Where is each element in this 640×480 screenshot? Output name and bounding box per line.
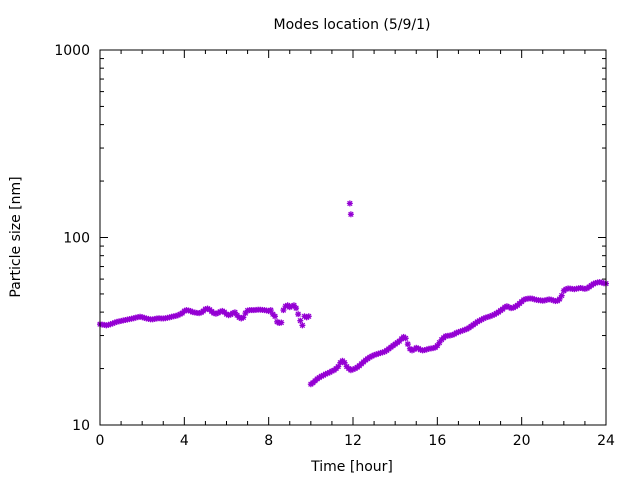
y-tick-label: 10 — [72, 418, 90, 434]
plot-frame — [99, 49, 607, 426]
data-point — [293, 305, 300, 312]
data-points — [97, 200, 609, 388]
x-tick-label: 20 — [513, 433, 531, 449]
data-point — [299, 322, 306, 329]
chart-title: Modes location (5/9/1) — [274, 17, 431, 33]
data-point — [404, 341, 411, 348]
x-tick-label: 12 — [344, 433, 362, 449]
data-point — [346, 200, 353, 207]
x-tick-label: 4 — [180, 433, 189, 449]
axis-ticks: 0 4 8 12 16 20 24 10 100 1000 — [54, 43, 615, 449]
data-point — [295, 311, 302, 318]
data-point — [278, 319, 285, 326]
y-tick-label: 100 — [63, 231, 90, 247]
data-point — [434, 342, 441, 349]
x-tick-label: 8 — [264, 433, 273, 449]
data-point — [558, 292, 565, 299]
y-tick-label: 1000 — [54, 43, 90, 59]
x-tick-label: 0 — [96, 433, 105, 449]
x-tick-label: 24 — [597, 433, 615, 449]
data-point — [271, 313, 278, 320]
data-point — [436, 339, 443, 346]
x-tick-label: 16 — [428, 433, 446, 449]
x-axis-label: Time [hour] — [310, 459, 393, 475]
data-point — [347, 211, 354, 218]
y-axis-label: Particle size [nm] — [8, 176, 24, 297]
data-point — [297, 317, 304, 324]
data-point — [402, 335, 409, 342]
data-point — [305, 313, 312, 320]
